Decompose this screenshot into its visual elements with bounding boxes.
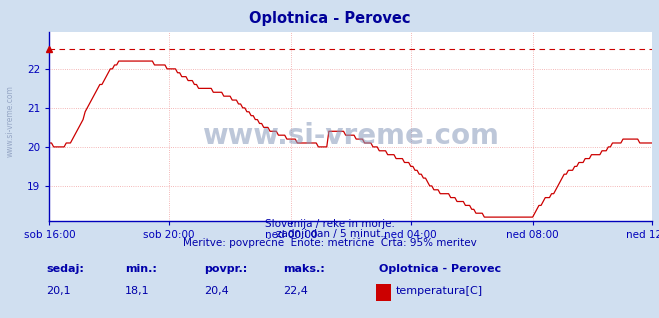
Text: Oplotnica - Perovec: Oplotnica - Perovec [248,11,411,26]
Text: min.:: min.: [125,264,157,274]
Text: www.si-vreme.com: www.si-vreme.com [202,122,500,150]
Text: Meritve: povprečne  Enote: metrične  Črta: 95% meritev: Meritve: povprečne Enote: metrične Črta:… [183,237,476,248]
Text: 18,1: 18,1 [125,286,150,296]
Text: maks.:: maks.: [283,264,325,274]
Text: Oplotnica - Perovec: Oplotnica - Perovec [379,264,501,274]
Text: 20,1: 20,1 [46,286,71,296]
Text: Slovenija / reke in morje.: Slovenija / reke in morje. [264,219,395,229]
Text: sedaj:: sedaj: [46,264,84,274]
Text: povpr.:: povpr.: [204,264,248,274]
Text: www.si-vreme.com: www.si-vreme.com [5,85,14,157]
Text: temperatura[C]: temperatura[C] [395,286,482,296]
Text: 22,4: 22,4 [283,286,308,296]
Text: 20,4: 20,4 [204,286,229,296]
Text: zadnji dan / 5 minut.: zadnji dan / 5 minut. [275,229,384,239]
